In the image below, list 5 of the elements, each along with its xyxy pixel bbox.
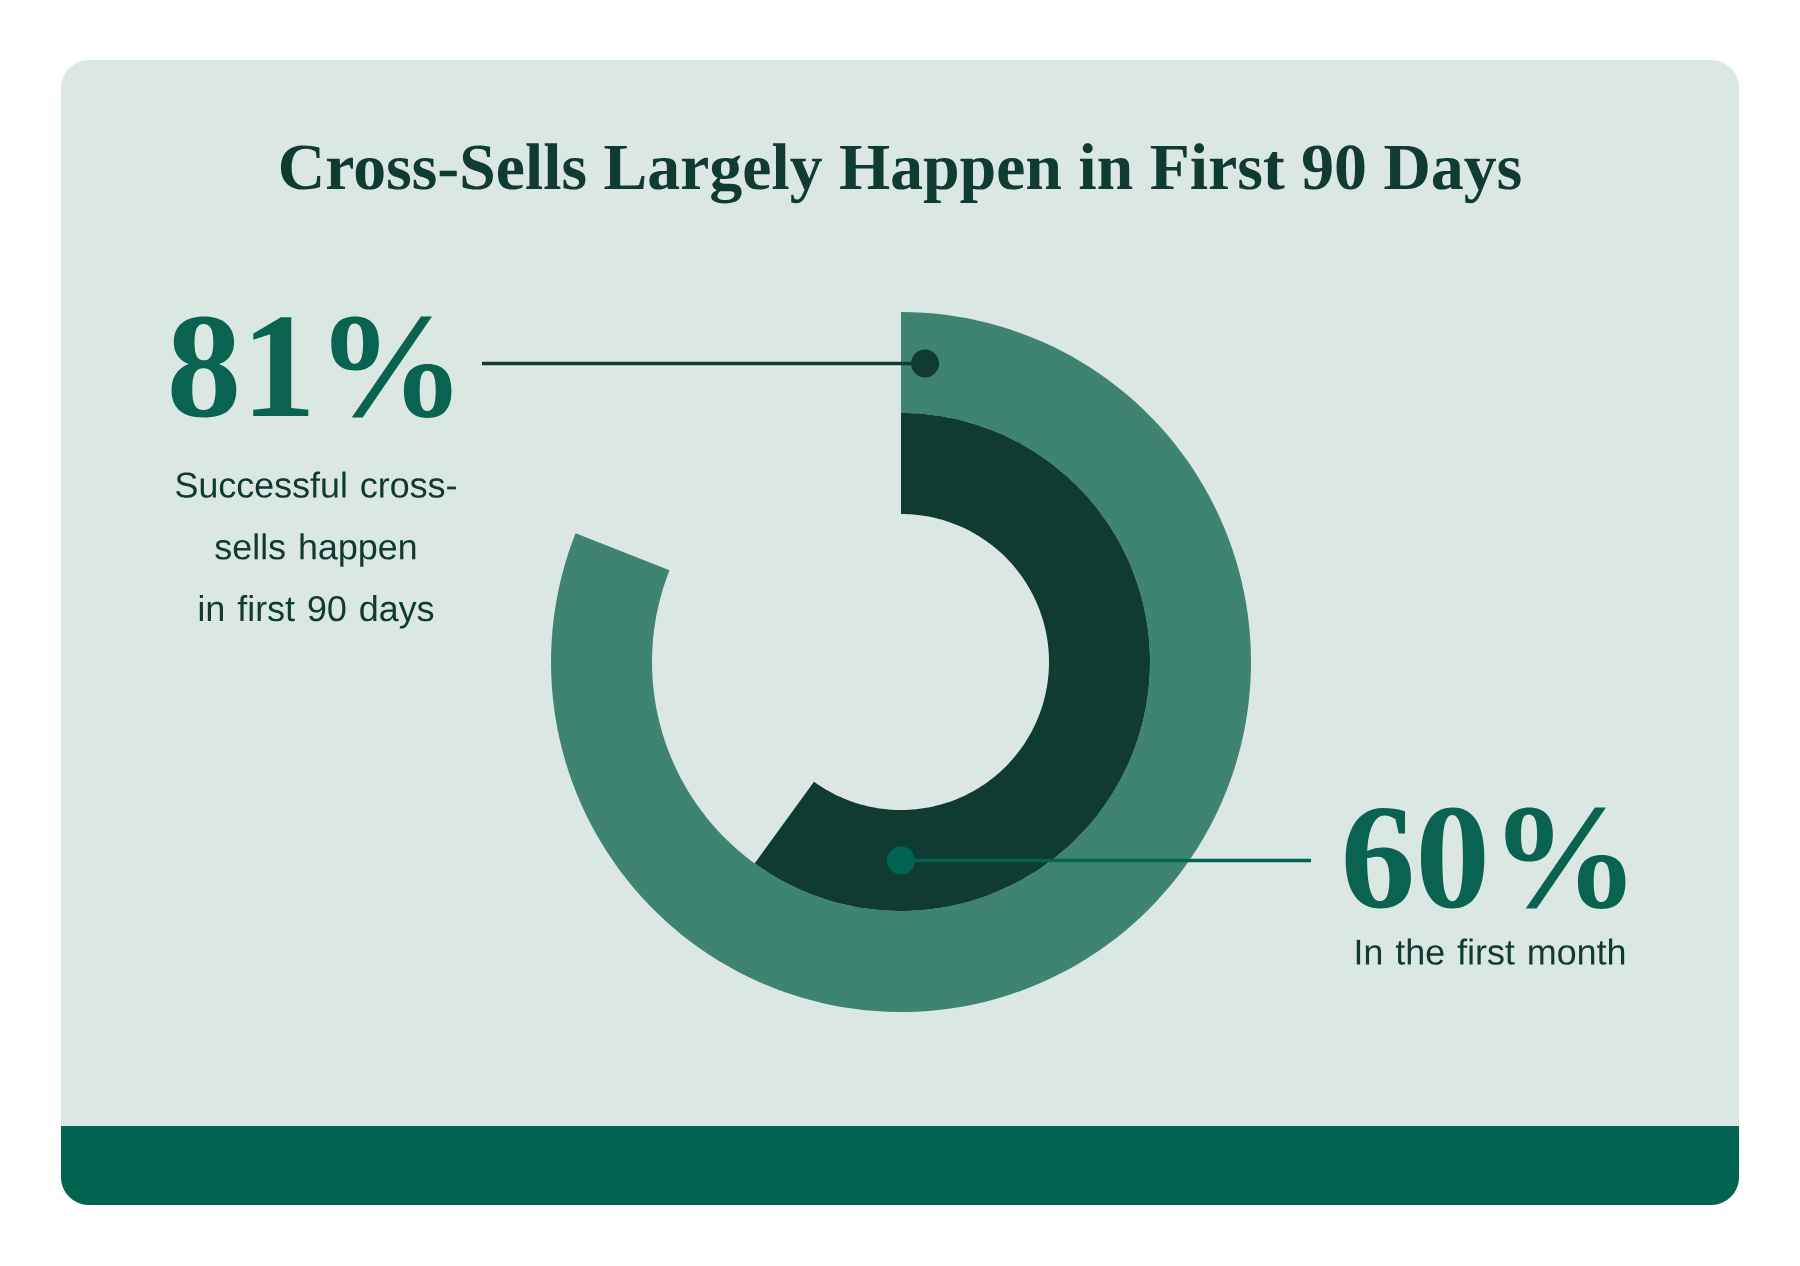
data-label: 60% <box>1345 807 1626 909</box>
category-label: Successful cross-sells happen in first 90 days <box>176 471 456 629</box>
text: Cross-Sells Largely Happen in First 90 Days <box>280 143 1521 204</box>
data-label: 81% <box>171 316 452 418</box>
category-label: In the first month <box>1356 938 1625 965</box>
